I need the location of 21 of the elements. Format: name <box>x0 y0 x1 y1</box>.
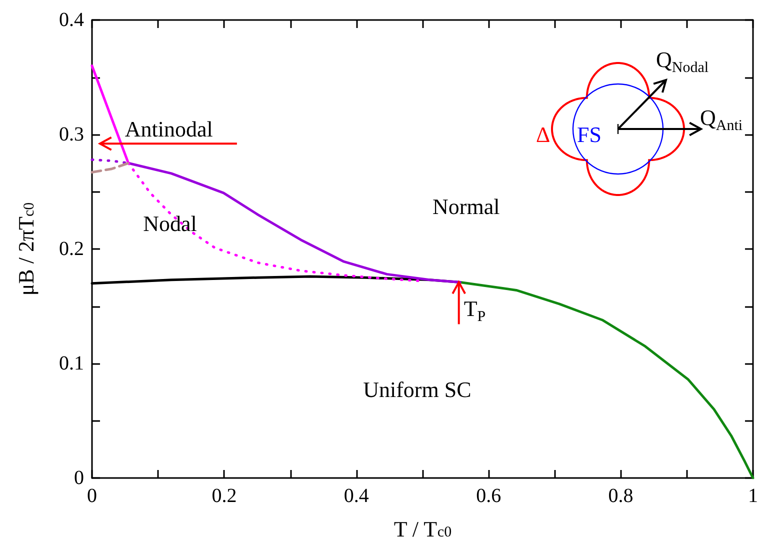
annotation: T$_{P}$ <box>464 296 486 325</box>
annotation: Q$_{Nodal}$ <box>656 47 709 76</box>
x-tick-label: 0.6 <box>476 485 502 507</box>
annotation: Normal <box>432 194 500 219</box>
y-tick-label: 0 <box>74 467 84 489</box>
annotation: FS <box>577 122 602 147</box>
annotation: Nodal <box>143 210 197 236</box>
y-tick-label: 0.1 <box>59 352 84 374</box>
x-tick-label: 0.8 <box>608 485 634 507</box>
y-tick-label: 0.4 <box>59 9 84 31</box>
y-tick-label: 0.3 <box>59 124 84 146</box>
annotation: Uniform SC <box>363 377 472 402</box>
x-tick-label: 0.4 <box>344 485 369 507</box>
annotation: Antinodal <box>124 116 213 142</box>
y-tick-label: 0.2 <box>59 238 84 260</box>
annotation: Δ <box>536 122 550 147</box>
y-axis-title: μB / 2πTc0 <box>14 202 38 296</box>
x-tick-label: 1 <box>748 485 758 507</box>
annotation: Q$_{Anti}$ <box>700 105 743 134</box>
x-axis-title: T / Tc0 <box>394 516 452 542</box>
x-tick-label: 0.2 <box>212 485 237 507</box>
